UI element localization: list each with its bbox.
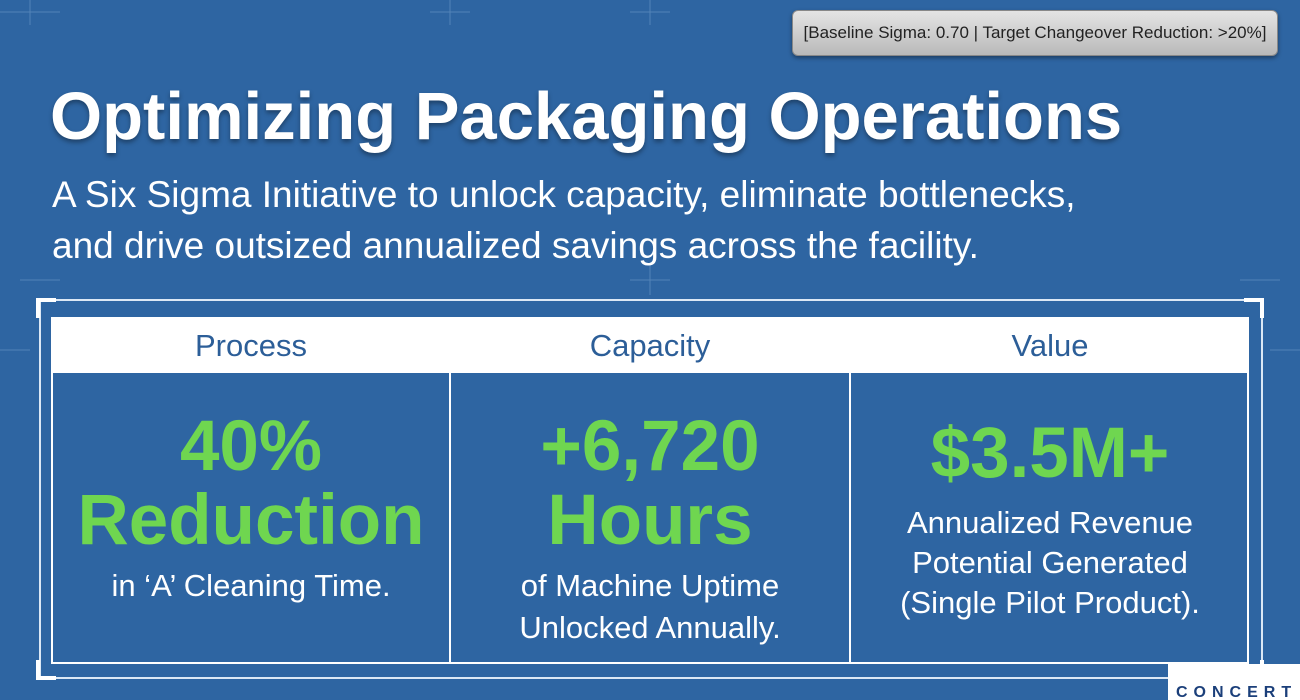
metric: Hours xyxy=(547,481,753,560)
column-header: Value xyxy=(851,318,1249,373)
metric: +6,720 xyxy=(540,407,760,486)
process-column: Process 40% Reduction in ‘A’ Cleaning Ti… xyxy=(52,318,450,663)
logo: CONCERT xyxy=(1168,664,1300,700)
column-header: Process xyxy=(52,318,450,373)
column-header: Capacity xyxy=(451,318,849,373)
subtitle-line: A Six Sigma Initiative to unlock capacit… xyxy=(52,174,1076,215)
logo-text: CONCERT xyxy=(1176,684,1298,700)
metric: 40% xyxy=(179,407,323,486)
metric: Reduction xyxy=(77,481,425,560)
capacity-column: Capacity +6,720 Hours of Machine Uptime … xyxy=(451,318,849,663)
description: Annualized Revenue xyxy=(906,505,1194,540)
description: Potential Generated xyxy=(912,545,1188,580)
subtitle-line: and drive outsized annualized savings ac… xyxy=(52,225,979,266)
description: in ‘A’ Cleaning Time. xyxy=(111,568,391,603)
title: Optimizing Packaging Operations xyxy=(50,79,1123,154)
value-column: Value $3.5M+ Annualized Revenue Potentia… xyxy=(851,318,1249,663)
description: Unlocked Annually. xyxy=(519,610,781,645)
description: (Single Pilot Product). xyxy=(900,585,1200,620)
baseline-badge: [Baseline Sigma: 0.70 | Target Changeove… xyxy=(792,10,1278,56)
description: of Machine Uptime xyxy=(520,568,780,603)
metric: $3.5M+ xyxy=(930,414,1170,493)
